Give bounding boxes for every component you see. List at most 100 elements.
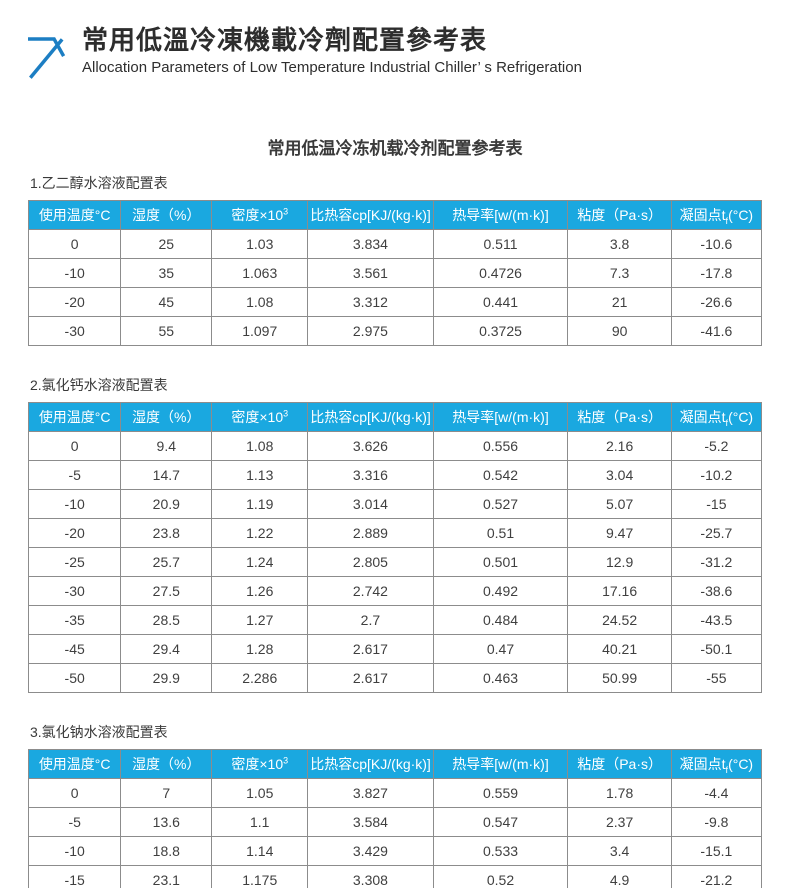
table-cell: 17.16	[567, 576, 672, 606]
table-cell: 2.37	[567, 807, 672, 837]
table-header-row: 使用温度°C 湿度（%） 密度×103 比热容cp[KJ/(kg·k)] 热导率[w/(…	[27, 402, 763, 432]
column-header: 密度×103	[211, 402, 309, 432]
table-cell: 0.533	[432, 836, 569, 866]
table-row: -10 35 1.063 3.561 0.4726 7.3 -17.8	[27, 258, 763, 288]
table-cell: 0.463	[432, 663, 569, 693]
table-cell: 14.7	[120, 460, 213, 490]
table-cell: 21	[567, 287, 672, 317]
table-cell: 3.04	[567, 460, 672, 490]
column-header: 热导率[w/(m·k)]	[432, 402, 569, 432]
table-cell: 1.063	[211, 258, 309, 288]
column-header: 使用温度°C	[27, 749, 122, 779]
table-cell: 1.097	[211, 316, 309, 346]
table-section: 2.氯化钙水溶液配置表使用温度°C 湿度（%） 密度×103 比热容cp[KJ/(kg…	[27, 375, 763, 693]
table-cell: 25	[120, 229, 213, 259]
table-row: -5 13.6 1.1 3.584 0.547 2.37 -9.8	[27, 807, 763, 837]
table-cell: -10	[27, 489, 122, 519]
table-cell: 35	[120, 258, 213, 288]
table-cell: 1.22	[211, 518, 309, 548]
table-cell: 7	[120, 778, 213, 808]
tables-container: 1.乙二醇水溶液配置表 使用温度°C 湿度（%） 密度×103 比热容cp[KJ/(kg…	[27, 173, 763, 888]
table-cell: 2.975	[307, 316, 434, 346]
brand-header: 常用低溫冷凍機載冷劑配置參考表 Allocation Parameters of…	[28, 25, 762, 84]
table-cell: -20	[27, 287, 122, 317]
table-cell: 1.24	[211, 547, 309, 577]
table-cell: 23.1	[120, 865, 213, 888]
table-cell: 3.429	[307, 836, 434, 866]
table-cell: -4.4	[670, 778, 763, 808]
table-section: 3.氯化钠水溶液配置表 使用温度°C 湿度（%） 密度×103 比热容cp[KJ/(kg…	[27, 722, 763, 888]
column-header: 密度×103	[211, 200, 309, 230]
table-cell: 1.14	[211, 836, 309, 866]
table-cell: -43.5	[670, 605, 763, 635]
table-cell: -25	[27, 547, 122, 577]
table-cell: -41.6	[670, 316, 763, 346]
table-cell: 3.308	[307, 865, 434, 888]
column-header: 使用温度°C	[27, 402, 122, 432]
table-cell: 2.286	[211, 663, 309, 693]
data-table: 使用温度°C 湿度（%） 密度×103 比热容cp[KJ/(kg·k)] 热导率[w/(…	[27, 402, 763, 693]
table-cell: 0.4726	[432, 258, 569, 288]
table-cell: 2.805	[307, 547, 434, 577]
table-header-row: 使用温度°C 湿度（%） 密度×103 比热容cp[KJ/(kg·k)] 热导率[w/(…	[27, 749, 763, 779]
table-cell: 1.13	[211, 460, 309, 490]
table-row: -30 27.5 1.26 2.742 0.492 17.16 -38.6	[27, 576, 763, 606]
table-cell: 3.827	[307, 778, 434, 808]
page-subtitle: Allocation Parameters of Low Temperature…	[82, 58, 582, 76]
table-cell: -50	[27, 663, 122, 693]
column-header: 密度×103	[211, 749, 309, 779]
table-cell: -15	[27, 865, 122, 888]
table-cell: 0.492	[432, 576, 569, 606]
column-header: 使用温度°C	[27, 200, 122, 230]
table-cell: 0.547	[432, 807, 569, 837]
table-cell: 50.99	[567, 663, 672, 693]
table-cell: 7.3	[567, 258, 672, 288]
table-row: -20 45 1.08 3.312 0.441 21 -26.6	[27, 287, 763, 317]
table-cell: 24.52	[567, 605, 672, 635]
table-cell: 13.6	[120, 807, 213, 837]
table-row: -50 29.9 2.286 2.617 0.463 50.99 -55	[27, 663, 763, 693]
table-cell: 2.7	[307, 605, 434, 635]
table-row: -25 25.7 1.24 2.805 0.501 12.9 -31.2	[27, 547, 763, 577]
table-row: 0 25 1.03 3.834 0.511 3.8 -10.6	[27, 229, 763, 259]
table-cell: -50.1	[670, 634, 763, 664]
arrow-up-right-icon	[28, 32, 68, 84]
data-table: 使用温度°C 湿度（%） 密度×103 比热容cp[KJ/(kg·k)] 热导率[w/(…	[27, 749, 763, 888]
document-title: 常用低温冷冻机载冷剂配置参考表	[267, 139, 523, 158]
table-cell: -45	[27, 634, 122, 664]
table-cell: 0.3725	[432, 316, 569, 346]
table-cell: 3.834	[307, 229, 434, 259]
section-label: 2.氯化钙水溶液配置表	[30, 377, 168, 393]
table-cell: 0.559	[432, 778, 569, 808]
table-cell: 3.312	[307, 287, 434, 317]
table-cell: 0.556	[432, 431, 569, 461]
table-cell: -30	[27, 316, 122, 346]
table-cell: -15.1	[670, 836, 763, 866]
table-cell: 2.889	[307, 518, 434, 548]
table-cell: 23.8	[120, 518, 213, 548]
table-cell: -35	[27, 605, 122, 635]
table-cell: -30	[27, 576, 122, 606]
table-cell: 29.9	[120, 663, 213, 693]
column-header: 粘度（Pa·s）	[567, 749, 672, 779]
table-cell: 1.26	[211, 576, 309, 606]
table-cell: 0.527	[432, 489, 569, 519]
table-cell: 9.4	[120, 431, 213, 461]
table-cell: 3.4	[567, 836, 672, 866]
table-cell: 20.9	[120, 489, 213, 519]
table-cell: -9.8	[670, 807, 763, 837]
table-cell: 40.21	[567, 634, 672, 664]
table-row: 0 7 1.05 3.827 0.559 1.78 -4.4	[27, 778, 763, 808]
table-cell: 0	[27, 229, 122, 259]
table-cell: -38.6	[670, 576, 763, 606]
table-cell: -17.8	[670, 258, 763, 288]
table-cell: -26.6	[670, 287, 763, 317]
column-header: 比热容cp[KJ/(kg·k)]	[307, 200, 434, 230]
table-cell: 3.626	[307, 431, 434, 461]
column-header: 凝固点tf(°C)	[670, 200, 763, 230]
table-cell: 1.08	[211, 287, 309, 317]
table-cell: 0	[27, 778, 122, 808]
table-cell: 5.07	[567, 489, 672, 519]
table-cell: -10.2	[670, 460, 763, 490]
table-cell: 3.014	[307, 489, 434, 519]
